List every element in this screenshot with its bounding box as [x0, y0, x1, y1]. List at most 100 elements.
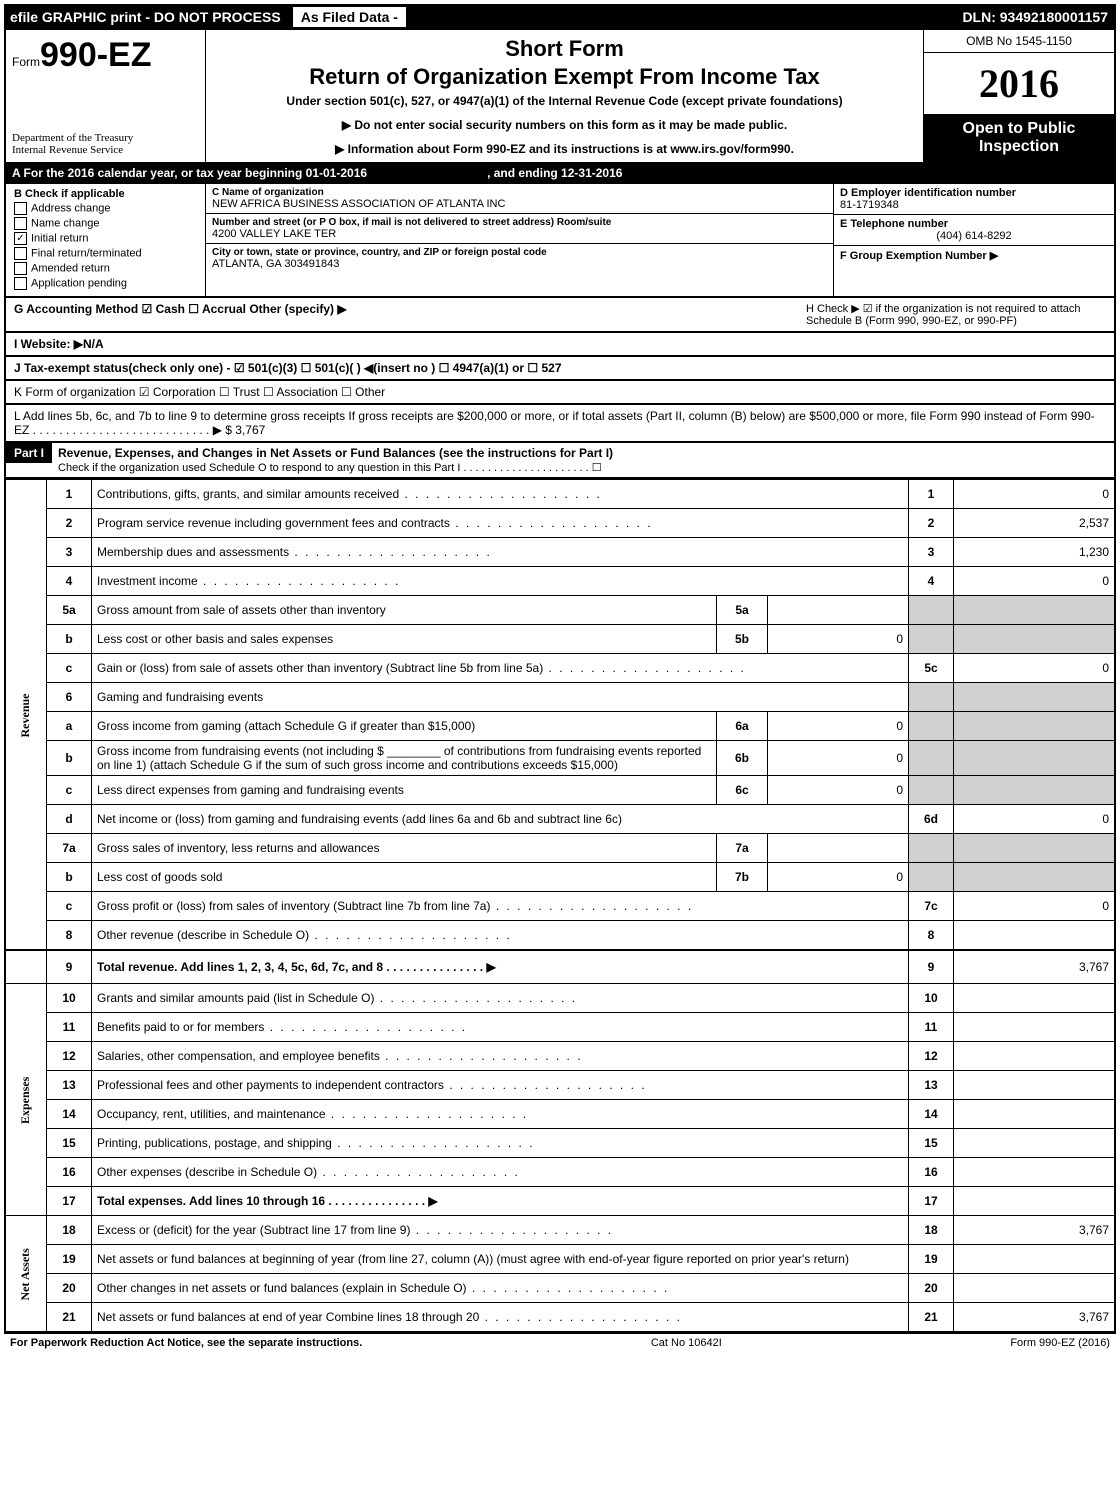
- city-value: ATLANTA, GA 303491843: [212, 258, 827, 270]
- line-num: a: [47, 712, 92, 741]
- line-desc: Other expenses (describe in Schedule O): [97, 1165, 520, 1179]
- check-label-2: Initial return: [31, 232, 88, 244]
- h-text: H Check ▶ ☑ if the organization is not r…: [806, 302, 1106, 327]
- l-text: L Add lines 5b, 6c, and 7b to line 9 to …: [14, 409, 1106, 437]
- line-desc: Gross profit or (loss) from sales of inv…: [97, 899, 693, 913]
- line-5a: 5a Gross amount from sale of assets othe…: [5, 596, 1115, 625]
- checkbox-icon[interactable]: ✓: [14, 232, 27, 245]
- check-amended[interactable]: Amended return: [14, 262, 197, 275]
- line-desc: Program service revenue including govern…: [97, 516, 653, 530]
- line-amount: [954, 1100, 1116, 1129]
- line-amount: 1,230: [954, 538, 1116, 567]
- line-desc: Gross sales of inventory, less returns a…: [92, 834, 717, 863]
- check-name-change[interactable]: Name change: [14, 217, 197, 230]
- form-number: Form990-EZ: [12, 36, 199, 75]
- line-num: d: [47, 805, 92, 834]
- open-to-public: Open to Public Inspection: [924, 114, 1114, 162]
- line-amount: 0: [954, 654, 1116, 683]
- check-label-5: Application pending: [31, 277, 127, 289]
- section-b-title: B Check if applicable: [14, 188, 197, 200]
- line-amount: 0: [954, 480, 1116, 509]
- section-a-row: A For the 2016 calendar year, or tax yea…: [4, 164, 1116, 184]
- line-desc: Net assets or fund balances at end of ye…: [97, 1310, 682, 1324]
- checkbox-icon[interactable]: [14, 202, 27, 215]
- grey-cell: [909, 683, 954, 712]
- sub-box: 5b: [717, 625, 768, 654]
- dln-label: DLN: 93492180001157: [962, 9, 1116, 25]
- sub-box: 5a: [717, 596, 768, 625]
- line-3: 3 Membership dues and assessments 3 1,23…: [5, 538, 1115, 567]
- check-final-return[interactable]: Final return/terminated: [14, 247, 197, 260]
- part1-label: Part I: [6, 443, 52, 463]
- line-desc: Gross income from fundraising events (no…: [92, 741, 717, 776]
- sub-box: 7a: [717, 834, 768, 863]
- line-12: 12 Salaries, other compensation, and emp…: [5, 1042, 1115, 1071]
- line-desc: Investment income: [97, 574, 400, 588]
- dept-treasury: Department of the Treasury: [12, 132, 199, 144]
- sub-box: 6a: [717, 712, 768, 741]
- line-16: 16 Other expenses (describe in Schedule …: [5, 1158, 1115, 1187]
- checkbox-icon[interactable]: [14, 262, 27, 275]
- group-exemption-row: F Group Exemption Number ▶: [834, 246, 1114, 265]
- line-num: 1: [47, 480, 92, 509]
- line-num: 6: [47, 683, 92, 712]
- j-text: J Tax-exempt status(check only one) - ☑ …: [14, 361, 562, 375]
- line-box: 13: [909, 1071, 954, 1100]
- line-15: 15 Printing, publications, postage, and …: [5, 1129, 1115, 1158]
- line-13: 13 Professional fees and other payments …: [5, 1071, 1115, 1100]
- check-initial-return[interactable]: ✓ Initial return: [14, 232, 197, 245]
- grey-cell: [954, 625, 1116, 654]
- row-i: I Website: ▶N/A: [4, 333, 1116, 357]
- line-21: 21 Net assets or fund balances at end of…: [5, 1303, 1115, 1333]
- line-box: 17: [909, 1187, 954, 1216]
- line-7c: c Gross profit or (loss) from sales of i…: [5, 892, 1115, 921]
- check-label-1: Name change: [31, 217, 100, 229]
- city-row: City or town, state or province, country…: [206, 244, 833, 273]
- header-left: Form990-EZ Department of the Treasury In…: [6, 30, 206, 162]
- grey-cell: [909, 776, 954, 805]
- grey-cell: [954, 596, 1116, 625]
- line-amount: [954, 1274, 1116, 1303]
- check-address-change[interactable]: Address change: [14, 202, 197, 215]
- line-2: 2 Program service revenue including gove…: [5, 509, 1115, 538]
- row-g: G Accounting Method ☑ Cash ☐ Accrual Oth…: [4, 298, 1116, 333]
- grey-cell: [909, 625, 954, 654]
- line-10: Expenses 10 Grants and similar amounts p…: [5, 984, 1115, 1013]
- page-footer: For Paperwork Reduction Act Notice, see …: [4, 1333, 1116, 1352]
- line-amount: [954, 1013, 1116, 1042]
- omb-number: OMB No 1545-1150: [924, 30, 1114, 53]
- section-c-block: C Name of organization NEW AFRICA BUSINE…: [206, 184, 833, 296]
- subtitle: Under section 501(c), 527, or 4947(a)(1)…: [216, 94, 913, 108]
- line-6c: c Less direct expenses from gaming and f…: [5, 776, 1115, 805]
- line-num: 3: [47, 538, 92, 567]
- checkbox-icon[interactable]: [14, 247, 27, 260]
- phone-value: (404) 614-8292: [840, 230, 1108, 242]
- line-num: 17: [47, 1187, 92, 1216]
- grey-cell: [954, 683, 1116, 712]
- sub-box: 6c: [717, 776, 768, 805]
- line-num: 13: [47, 1071, 92, 1100]
- line-box: 6d: [909, 805, 954, 834]
- line-amount: [954, 921, 1116, 951]
- checkbox-icon[interactable]: [14, 277, 27, 290]
- line-amount: 3,767: [954, 1216, 1116, 1245]
- sub-val: 0: [768, 625, 909, 654]
- main-title: Return of Organization Exempt From Incom…: [216, 64, 913, 90]
- line-num: c: [47, 654, 92, 683]
- line-num: 11: [47, 1013, 92, 1042]
- grey-cell: [954, 863, 1116, 892]
- grey-cell: [954, 834, 1116, 863]
- check-app-pending[interactable]: Application pending: [14, 277, 197, 290]
- note-info: ▶ Information about Form 990-EZ and its …: [216, 142, 913, 156]
- check-label-3: Final return/terminated: [31, 247, 142, 259]
- checkbox-icon[interactable]: [14, 217, 27, 230]
- e-label: E Telephone number: [840, 218, 1108, 230]
- line-box: 19: [909, 1245, 954, 1274]
- org-name-row: C Name of organization NEW AFRICA BUSINE…: [206, 184, 833, 214]
- header-mid: Short Form Return of Organization Exempt…: [206, 30, 923, 162]
- line-num: 18: [47, 1216, 92, 1245]
- ein-value: 81-1719348: [840, 199, 1108, 211]
- line-desc: Salaries, other compensation, and employ…: [97, 1049, 583, 1063]
- footer-left: For Paperwork Reduction Act Notice, see …: [10, 1337, 362, 1349]
- line-amount: [954, 1129, 1116, 1158]
